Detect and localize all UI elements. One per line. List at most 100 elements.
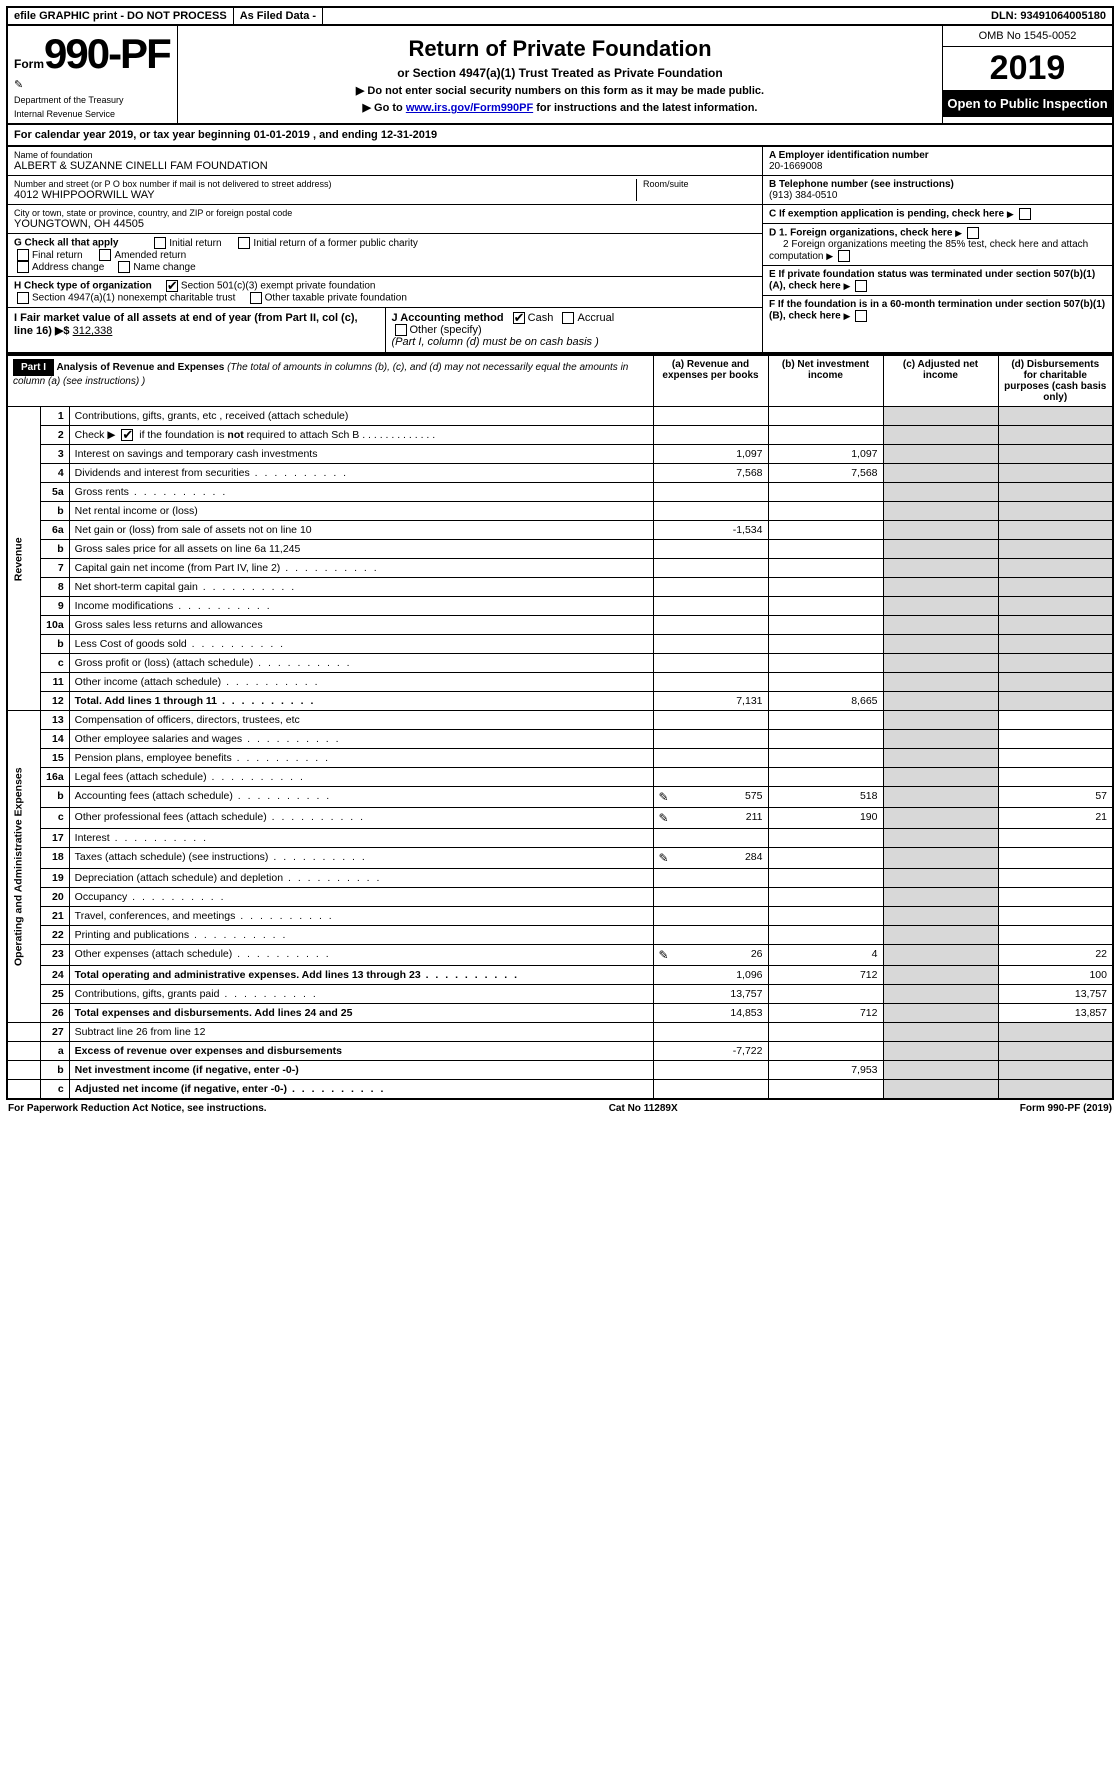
city-row: City or town, state or province, country…	[8, 205, 762, 234]
chk-final-return[interactable]	[17, 249, 29, 261]
chk-d1[interactable]	[967, 227, 979, 239]
value-cell	[883, 749, 998, 768]
chk-name-change[interactable]	[118, 261, 130, 273]
chk-c[interactable]	[1019, 208, 1031, 220]
chk-initial-former[interactable]	[238, 237, 250, 249]
table-row: 20Occupancy	[7, 888, 1113, 907]
value-cell: 100	[998, 966, 1113, 985]
line-description: Capital gain net income (from Part IV, l…	[69, 559, 653, 578]
line-number: 9	[41, 597, 70, 616]
line-description: Other employee salaries and wages	[69, 730, 653, 749]
d-row: D 1. Foreign organizations, check here 2…	[763, 224, 1112, 266]
chk-cash[interactable]	[513, 312, 525, 324]
chk-other-taxable[interactable]	[250, 292, 262, 304]
opt-amended: Amended return	[114, 250, 186, 261]
chk-4947[interactable]	[17, 292, 29, 304]
expense-body: Operating and Administrative Expenses13C…	[7, 711, 1113, 1023]
line-description: Other professional fees (attach schedule…	[69, 808, 653, 829]
line-description: Interest	[69, 829, 653, 848]
attachment-icon[interactable]: ✎	[659, 851, 669, 865]
value-cell	[653, 768, 768, 787]
form-header: Form990-PF ✎ Department of the Treasury …	[6, 26, 1114, 125]
cal-end: 12-31-2019	[381, 129, 437, 141]
value-cell	[653, 926, 768, 945]
value-cell	[883, 1061, 998, 1080]
chk-f[interactable]	[855, 310, 867, 322]
line-number: 4	[41, 464, 70, 483]
value-cell	[998, 730, 1113, 749]
line-description: Net investment income (if negative, ente…	[69, 1061, 653, 1080]
value-cell	[653, 1023, 768, 1042]
value-cell	[768, 848, 883, 869]
table-row: 7Capital gain net income (from Part IV, …	[7, 559, 1113, 578]
attachment-icon[interactable]: ✎	[659, 948, 669, 962]
j-note: (Part I, column (d) must be on cash basi…	[392, 336, 599, 348]
chk-501c3[interactable]	[166, 280, 178, 292]
attachment-icon[interactable]: ✎	[659, 811, 669, 825]
line-number: c	[41, 808, 70, 829]
line-description: Excess of revenue over expenses and disb…	[69, 1042, 653, 1061]
table-row: Revenue1Contributions, gifts, grants, et…	[7, 407, 1113, 426]
line-description: Travel, conferences, and meetings	[69, 907, 653, 926]
value-cell	[883, 1023, 998, 1042]
j-label: J Accounting method	[392, 312, 504, 324]
value-cell	[653, 559, 768, 578]
side-label: Revenue	[7, 407, 41, 711]
table-row: bAccounting fees (attach schedule)✎57551…	[7, 787, 1113, 808]
chk-amended[interactable]	[99, 249, 111, 261]
chk-e[interactable]	[855, 280, 867, 292]
value-cell: 14,853	[653, 1004, 768, 1023]
phone-value: (913) 384-0510	[769, 190, 1106, 201]
chk-address-change[interactable]	[17, 261, 29, 273]
g-check-row: G Check all that apply Initial return In…	[8, 234, 762, 277]
f-label: F If the foundation is in a 60-month ter…	[769, 299, 1105, 322]
entity-right: A Employer identification number 20-1669…	[762, 147, 1112, 352]
line-description: Pension plans, employee benefits	[69, 749, 653, 768]
page-footer: For Paperwork Reduction Act Notice, see …	[6, 1100, 1114, 1117]
value-cell	[768, 869, 883, 888]
value-cell	[768, 426, 883, 445]
irs-link[interactable]: www.irs.gov/Form990PF	[406, 102, 533, 114]
value-cell	[883, 540, 998, 559]
line-description: Dividends and interest from securities	[69, 464, 653, 483]
phone-label: B Telephone number (see instructions)	[769, 179, 1106, 190]
table-row: 21Travel, conferences, and meetings	[7, 907, 1113, 926]
value-cell	[768, 578, 883, 597]
value-cell	[883, 692, 998, 711]
line-number: 8	[41, 578, 70, 597]
value-cell	[883, 597, 998, 616]
value-cell	[768, 407, 883, 426]
chk-accrual[interactable]	[562, 312, 574, 324]
value-cell	[998, 502, 1113, 521]
value-cell	[883, 768, 998, 787]
value-cell: 8,665	[768, 692, 883, 711]
line-number: b	[41, 502, 70, 521]
value-cell: 21	[998, 808, 1113, 829]
attachment-icon[interactable]: ✎	[659, 790, 669, 804]
value-cell: 190	[768, 808, 883, 829]
chk-initial-return[interactable]	[154, 237, 166, 249]
chk-schb[interactable]	[121, 429, 133, 441]
value-cell: 7,131	[653, 692, 768, 711]
value-cell	[883, 869, 998, 888]
line-number: b	[41, 635, 70, 654]
value-cell	[883, 1042, 998, 1061]
top-bar: efile GRAPHIC print - DO NOT PROCESS As …	[6, 6, 1114, 26]
value-cell	[768, 654, 883, 673]
value-cell	[998, 521, 1113, 540]
line-number: 19	[41, 869, 70, 888]
table-row: bGross sales price for all assets on lin…	[7, 540, 1113, 559]
value-cell	[998, 635, 1113, 654]
value-cell	[768, 1042, 883, 1061]
value-cell	[768, 1023, 883, 1042]
value-cell	[653, 502, 768, 521]
form-title-block: Return of Private Foundation or Section …	[178, 26, 942, 123]
value-cell	[998, 464, 1113, 483]
value-cell	[883, 730, 998, 749]
phone-row: B Telephone number (see instructions) (9…	[763, 176, 1112, 205]
line-description: Gross rents	[69, 483, 653, 502]
chk-d2[interactable]	[838, 250, 850, 262]
chk-other-method[interactable]	[395, 324, 407, 336]
line-number: 27	[41, 1023, 70, 1042]
value-cell	[768, 1080, 883, 1100]
